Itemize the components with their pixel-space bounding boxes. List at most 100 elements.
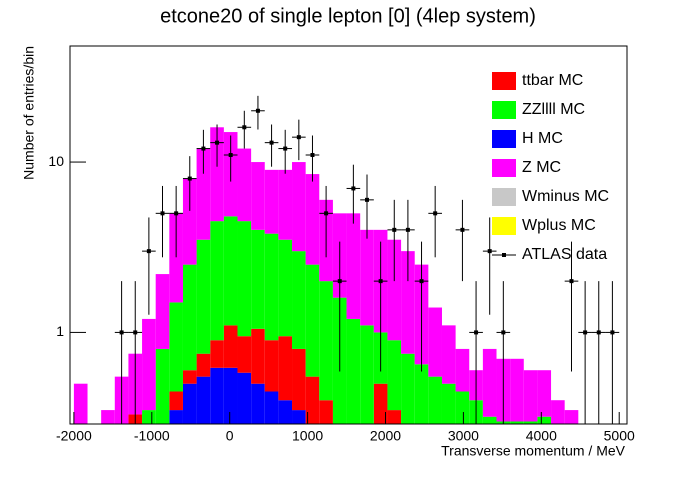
histogram-bar	[292, 348, 306, 411]
histogram-bar	[292, 162, 306, 252]
legend-label: Z MC	[522, 159, 561, 176]
x-tick-label: 5000	[604, 428, 635, 444]
data-point	[501, 330, 506, 335]
histogram-bar	[319, 400, 333, 424]
histogram-bar	[387, 410, 402, 424]
histogram-bar	[510, 421, 524, 424]
legend-label: Wminus MC	[522, 188, 609, 205]
legend-label: ATLAS data	[522, 246, 607, 263]
plot-frame	[69, 45, 628, 425]
histogram-bar	[251, 162, 265, 230]
histogram-bar	[387, 239, 402, 341]
histogram-bar	[360, 325, 374, 424]
legend-swatch	[492, 130, 516, 148]
histogram-bar	[237, 148, 252, 222]
data-point	[283, 146, 288, 151]
histogram-bar	[237, 336, 252, 373]
data-point	[255, 108, 260, 113]
histogram-bar	[401, 251, 415, 354]
legend-swatch	[492, 101, 516, 119]
legend-swatch	[492, 159, 516, 177]
legend-marker	[502, 253, 506, 257]
histogram-bar	[455, 348, 470, 392]
histogram-bar	[182, 264, 197, 371]
data-point	[296, 135, 301, 140]
histogram-bar	[551, 400, 565, 424]
data-point	[610, 330, 615, 335]
data-point	[583, 330, 588, 335]
histogram-bar	[564, 410, 579, 424]
histogram-bar	[169, 302, 183, 392]
y-axis-label: Number of entries/bin	[21, 46, 37, 180]
histogram-bar	[482, 348, 497, 417]
data-point	[160, 211, 165, 216]
data-point	[215, 140, 220, 145]
histogram-bar	[305, 376, 320, 424]
histogram-bar	[251, 383, 265, 424]
data-point	[433, 211, 438, 216]
x-tick-label: 3000	[448, 428, 479, 444]
histogram-bar	[169, 410, 183, 424]
data-point	[201, 146, 206, 151]
histogram-bar	[237, 221, 252, 337]
histogram-bar	[264, 233, 279, 341]
histogram-bar	[414, 364, 429, 424]
histogram-bar	[264, 169, 279, 234]
histogram-bar	[223, 367, 238, 424]
histogram-bar	[210, 367, 224, 424]
legend-label: ttbar MC	[522, 72, 583, 89]
histogram-bar	[441, 383, 456, 424]
legend-label: ZZllll MC	[522, 101, 585, 118]
histogram-bar	[387, 340, 402, 411]
data-point	[378, 279, 383, 284]
data-point	[324, 211, 329, 216]
data-point	[337, 279, 342, 284]
histogram-bar	[292, 410, 306, 424]
histogram-bar	[482, 416, 497, 424]
histogram-bar	[182, 178, 197, 265]
legend-label: Wplus MC	[522, 217, 596, 234]
histogram-bar	[455, 391, 470, 424]
data-point	[119, 330, 124, 335]
x-tick-label: -2000	[56, 428, 92, 444]
histogram-bar	[441, 325, 456, 384]
legend-swatch	[492, 217, 516, 235]
y-tick-label: 1	[56, 323, 64, 339]
histogram-bar	[401, 353, 415, 424]
histogram-bar	[264, 391, 279, 424]
histogram-bar	[278, 336, 293, 401]
data-point	[460, 227, 465, 232]
data-point	[351, 186, 356, 191]
histogram-bar	[182, 383, 197, 424]
histogram-bar	[251, 229, 265, 329]
x-axis-label: Transverse momentum / MeV	[441, 443, 626, 459]
histogram-bar	[346, 213, 361, 319]
histogram-bar	[373, 383, 388, 424]
histogram-bar	[155, 274, 170, 349]
histogram-bar	[237, 372, 252, 424]
histogram-bar	[169, 391, 183, 411]
histogram-bar	[305, 264, 320, 377]
legend-swatch	[492, 188, 516, 206]
histogram-bar	[223, 216, 238, 326]
histogram-bar	[278, 400, 293, 424]
data-point	[146, 249, 151, 254]
x-tick-label: 4000	[526, 428, 557, 444]
x-tick-label: 2000	[370, 428, 401, 444]
histogram-bar	[142, 318, 156, 411]
legend-label: H MC	[522, 130, 563, 147]
data-point	[174, 211, 179, 216]
data-point	[392, 227, 397, 232]
data-point	[474, 330, 479, 335]
data-point	[269, 140, 274, 145]
x-tick-label: 1000	[292, 428, 323, 444]
histogram-bar	[210, 127, 224, 222]
histogram-bar	[196, 239, 211, 354]
histogram-bar	[264, 340, 279, 392]
histogram-bar	[428, 376, 442, 424]
data-point	[187, 176, 192, 181]
data-point	[365, 197, 370, 202]
histogram-bar	[251, 328, 265, 384]
histogram-bar	[360, 229, 374, 326]
